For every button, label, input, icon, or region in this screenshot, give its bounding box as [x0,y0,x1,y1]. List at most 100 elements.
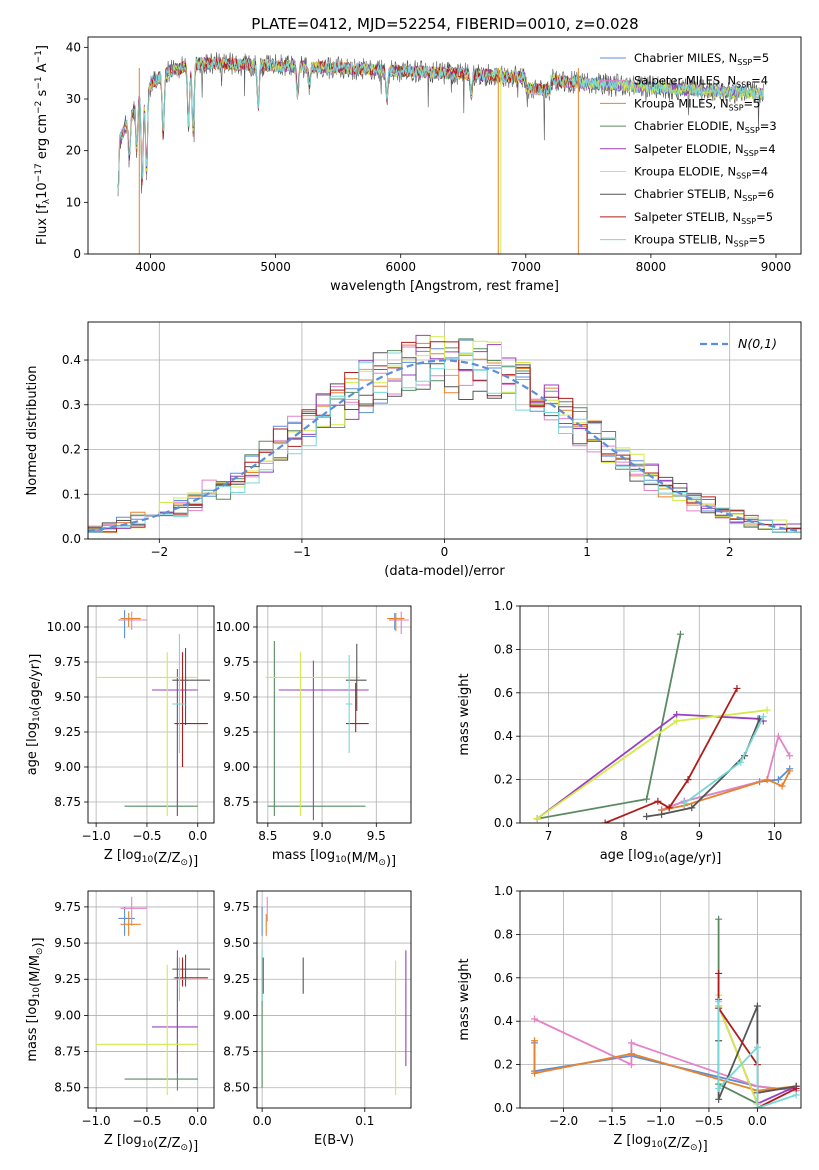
plus-marker [763,776,771,784]
y-axis-label: mass [log10(M/M⊙)] [25,937,46,1061]
plus-marker [627,1039,635,1047]
y-tick-label: 10.00 [47,620,81,634]
figure-title: PLATE=0412, MJD=52254, FIBERID=0010, z=0… [251,15,638,33]
x-tick-label: −1.5 [597,1114,626,1128]
y-tick-label: 20 [66,144,81,158]
y-tick-label: 0.4 [494,1014,513,1028]
x-tick-label: −1.0 [82,1114,111,1128]
x-tick-label: 10 [767,829,782,843]
x-tick-label: −0.5 [132,1114,161,1128]
axes-frame [87,36,802,255]
panel-weight_vs_Z: −2.0 −1.5 −1.0 −0.5 0.0 0.0 0.2 0.4 0.6 0.8 1.0 Z [… [457,884,802,1154]
y-tick-label: 9.50 [223,690,250,704]
y-tick-label: 0.2 [494,773,513,787]
x-axis-label: age [log10(age/yr)] [600,848,722,866]
y-tick-label: 40 [66,40,81,54]
y-tick-label: 0.1 [62,487,81,501]
panel-mass_vs_Z: −1.0 −0.5 0.0 8.50 8.75 9.00 9.25 9.50 9.75 Z [lo… [25,890,215,1154]
x-tick-label: 0 [441,545,449,559]
panel-spectrum: 4000 5000 6000 7000 8000 9000 0 10 20 30 40 wavelen… [34,36,802,294]
plus-marker [763,706,771,714]
y-tick-label: 0.6 [494,971,513,985]
y-tick-label: 0.0 [494,1101,513,1115]
x-tick-label: −1.0 [646,1114,675,1128]
y-tick-label: 8.75 [223,795,250,809]
y-axis-label: mass weight [457,958,472,1040]
legend-label: Salpeter STELIB, NSSP=5 [634,210,773,226]
x-tick-label: 9 [695,829,703,843]
panel-residuals: −2 −1 0 1 2 0.0 0.1 0.2 0.3 0.4 (data-model)/error… [25,321,802,579]
x-tick-label: −1 [293,545,311,559]
mass-weight-line [536,713,764,820]
mass-weight-line [536,709,768,820]
y-axis-label: mass weight [457,673,472,755]
x-tick-label: 0.0 [188,1114,207,1128]
plot-area [96,610,210,816]
mass-weight-line [646,718,761,818]
plot-area [533,630,794,823]
x-tick-label: 0.1 [355,1114,374,1128]
x-axis-label: mass [log10(M/M⊙)] [272,848,396,869]
legend-label: Kroupa ELODIE, NSSP=4 [634,165,768,181]
legend-label: N(0,1) [738,336,777,351]
x-tick-label: 4000 [135,260,166,274]
x-tick-label: 8 [620,829,628,843]
x-axis-label: (data-model)/error [384,564,505,579]
x-tick-label: 1 [583,545,591,559]
plus-marker [715,915,723,923]
y-tick-label: 9.75 [223,900,250,914]
plus-marker [643,795,651,803]
plus-marker [737,758,745,766]
axes-frame [519,605,802,824]
x-tick-label: 0.0 [188,829,207,843]
plus-marker [792,1084,800,1092]
legend-label: Kroupa STELIB, NSSP=5 [634,233,765,249]
y-tick-label: 0 [73,247,81,261]
y-tick-label: 1.0 [494,884,513,898]
y-tick-label: 0.8 [494,642,513,656]
panel-age_vs_Z: −1.0 −0.5 0.0 8.75 9.00 9.25 9.50 9.75 10.00 Z [l… [25,605,215,869]
histogram-series [88,352,801,533]
y-tick-label: 1.0 [494,599,513,613]
mass-weight-line [537,634,682,820]
spectrum-line [117,57,764,188]
plot-area [265,611,409,821]
y-tick-label: 9.50 [54,936,81,950]
y-tick-label: 10.00 [216,620,250,634]
x-axis-label: wavelength [Angstrom, rest frame] [330,279,559,294]
legend-label: Salpeter ELODIE, NSSP=4 [634,142,776,158]
plus-marker [673,717,681,725]
plus-marker [665,804,673,812]
y-tick-label: 9.25 [54,725,81,739]
plus-marker [531,1015,539,1023]
plus-marker [627,1061,635,1069]
y-tick-label: 0.0 [62,532,81,546]
y-tick-label: 0.8 [494,927,513,941]
y-tick-label: 30 [66,92,81,106]
x-tick-label: 9.0 [313,829,332,843]
x-tick-label: −2.0 [549,1114,578,1128]
plus-marker [531,1037,539,1045]
panel-mass_vs_ebv: 0.0 0.1 8.50 8.75 9.00 9.25 9.50 9.75 E(B-V) [223,890,412,1148]
axes-frame [87,321,802,540]
axes-frame [519,890,802,1109]
x-tick-label: 5000 [260,260,291,274]
y-tick-label: 9.75 [54,655,81,669]
plus-marker [759,713,767,721]
x-tick-label: 8.5 [258,829,277,843]
y-tick-label: 8.50 [223,1081,250,1095]
y-tick-label: 8.75 [54,1045,81,1059]
x-tick-label: −0.5 [694,1114,723,1128]
x-tick-label: 9000 [761,260,792,274]
plus-marker [643,812,651,820]
y-axis-label: Flux [fλ10−17 erg cm−2 s−1 A−1] [34,45,52,245]
plus-marker [774,732,782,740]
y-tick-label: 8.50 [54,1081,81,1095]
plus-marker [753,1043,761,1051]
plus-marker [601,819,609,823]
plus-marker [715,998,723,1006]
y-tick-label: 9.00 [223,1008,250,1022]
y-tick-label: 9.75 [223,655,250,669]
normal-reference-curve [88,359,801,533]
